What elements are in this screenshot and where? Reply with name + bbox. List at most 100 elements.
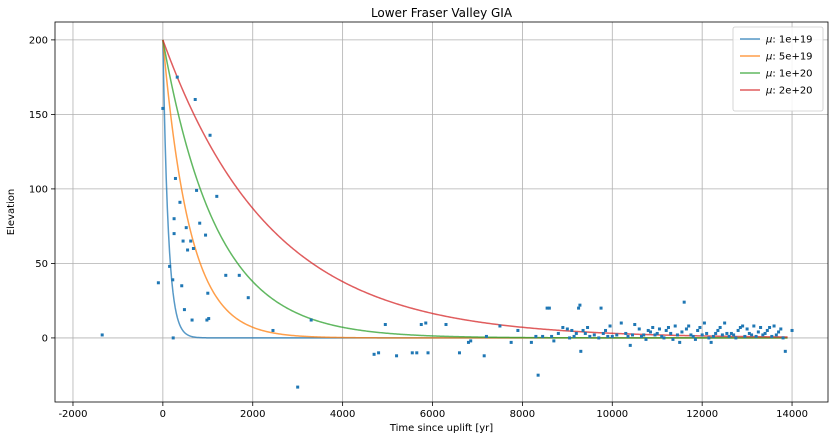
scatter-point xyxy=(709,340,713,344)
scatter-point xyxy=(750,333,754,337)
scatter-point xyxy=(237,273,241,277)
scatter-point xyxy=(181,239,185,243)
y-tick-label: 100 xyxy=(29,184,48,195)
scatter-point xyxy=(578,303,582,307)
scatter-point xyxy=(725,331,729,335)
scatter-point xyxy=(574,331,578,335)
scatter-point xyxy=(206,291,210,295)
y-axis-label: Elevation xyxy=(6,189,17,235)
legend-label: μ: 2e+20 xyxy=(765,86,813,97)
scatter-point xyxy=(592,333,596,337)
scatter-point xyxy=(604,328,608,332)
scatter-point xyxy=(424,321,428,325)
scatter-point xyxy=(718,325,722,329)
scatter-point xyxy=(741,324,745,328)
scatter-point xyxy=(509,340,513,344)
scatter-point xyxy=(651,325,655,329)
scatter-point xyxy=(714,331,718,335)
x-tick-label: -2000 xyxy=(58,409,87,420)
scatter-point xyxy=(193,97,197,101)
x-tick-label: 2000 xyxy=(240,409,265,420)
scatter-point xyxy=(738,325,742,329)
scatter-point xyxy=(419,323,423,327)
scatter-points xyxy=(100,75,794,389)
scatter-point xyxy=(707,336,711,340)
scatter-point xyxy=(763,331,767,335)
scatter-point xyxy=(597,336,601,340)
scatter-point xyxy=(457,351,461,355)
scatter-point xyxy=(781,336,785,340)
scatter-point xyxy=(705,331,709,335)
scatter-point xyxy=(745,327,749,331)
legend-label: μ: 1e+19 xyxy=(765,35,813,46)
x-axis-label: Time since uplift [yr] xyxy=(389,423,493,434)
scatter-point xyxy=(777,330,781,334)
scatter-point xyxy=(633,323,637,327)
scatter-point xyxy=(689,333,693,337)
scatter-point xyxy=(754,334,758,338)
scatter-point xyxy=(660,334,664,338)
scatter-point xyxy=(626,334,630,338)
scatter-point xyxy=(395,354,399,358)
scatter-point xyxy=(168,264,172,268)
scatter-point xyxy=(581,328,585,332)
scatter-point xyxy=(734,336,738,340)
scatter-point xyxy=(698,325,702,329)
scatter-point xyxy=(637,327,641,331)
legend-label: μ: 5e+19 xyxy=(765,52,813,63)
scatter-point xyxy=(666,325,670,329)
scatter-point xyxy=(727,334,731,338)
scatter-point xyxy=(215,194,219,198)
scatter-point xyxy=(207,317,211,321)
scatter-point xyxy=(180,284,184,288)
scatter-point xyxy=(729,331,733,335)
scatter-point xyxy=(556,331,560,335)
scatter-point xyxy=(426,351,430,355)
scatter-point xyxy=(601,331,605,335)
scatter-point xyxy=(572,334,576,338)
scatter-point xyxy=(246,296,250,300)
x-tick-label: 0 xyxy=(160,409,166,420)
x-tick-label: 14000 xyxy=(776,409,808,420)
scatter-point xyxy=(536,373,540,377)
scatter-point xyxy=(579,349,583,353)
scatter-point xyxy=(752,324,756,328)
scatter-point xyxy=(309,318,313,322)
x-tick-label: 10000 xyxy=(596,409,628,420)
series-line xyxy=(162,39,788,339)
scatter-point xyxy=(469,339,473,343)
scatter-point xyxy=(561,325,565,329)
scatter-point xyxy=(586,325,590,329)
y-tick-label: 150 xyxy=(29,110,48,121)
scatter-point xyxy=(588,334,592,338)
scatter-point xyxy=(644,337,648,341)
scatter-point xyxy=(770,334,774,338)
scatter-point xyxy=(161,106,165,110)
scatter-point xyxy=(541,334,545,338)
scatter-point xyxy=(189,239,193,243)
scatter-point xyxy=(224,273,228,277)
series-line xyxy=(162,39,788,338)
scatter-point xyxy=(628,343,632,347)
scatter-point xyxy=(736,328,740,332)
chart-title: Lower Fraser Valley GIA xyxy=(371,6,513,20)
scatter-point xyxy=(765,328,769,332)
scatter-point xyxy=(466,340,470,344)
scatter-point xyxy=(653,333,657,337)
scatter-point xyxy=(680,330,684,334)
scatter-point xyxy=(671,337,675,341)
scatter-point xyxy=(655,331,659,335)
legend-label: μ: 1e+20 xyxy=(765,69,813,80)
scatter-point xyxy=(759,325,763,329)
scatter-point xyxy=(482,354,486,358)
x-axis-ticks: -2000 0 2000 4000 6000 8000 10000 12000 14000 xyxy=(58,402,808,420)
scatter-point xyxy=(191,247,195,251)
scatter-point xyxy=(583,331,587,335)
scatter-point xyxy=(271,328,275,332)
scatter-point xyxy=(743,334,747,338)
scatter-point xyxy=(702,321,706,325)
scatter-point xyxy=(639,334,643,338)
y-tick-label: 200 xyxy=(29,35,48,46)
